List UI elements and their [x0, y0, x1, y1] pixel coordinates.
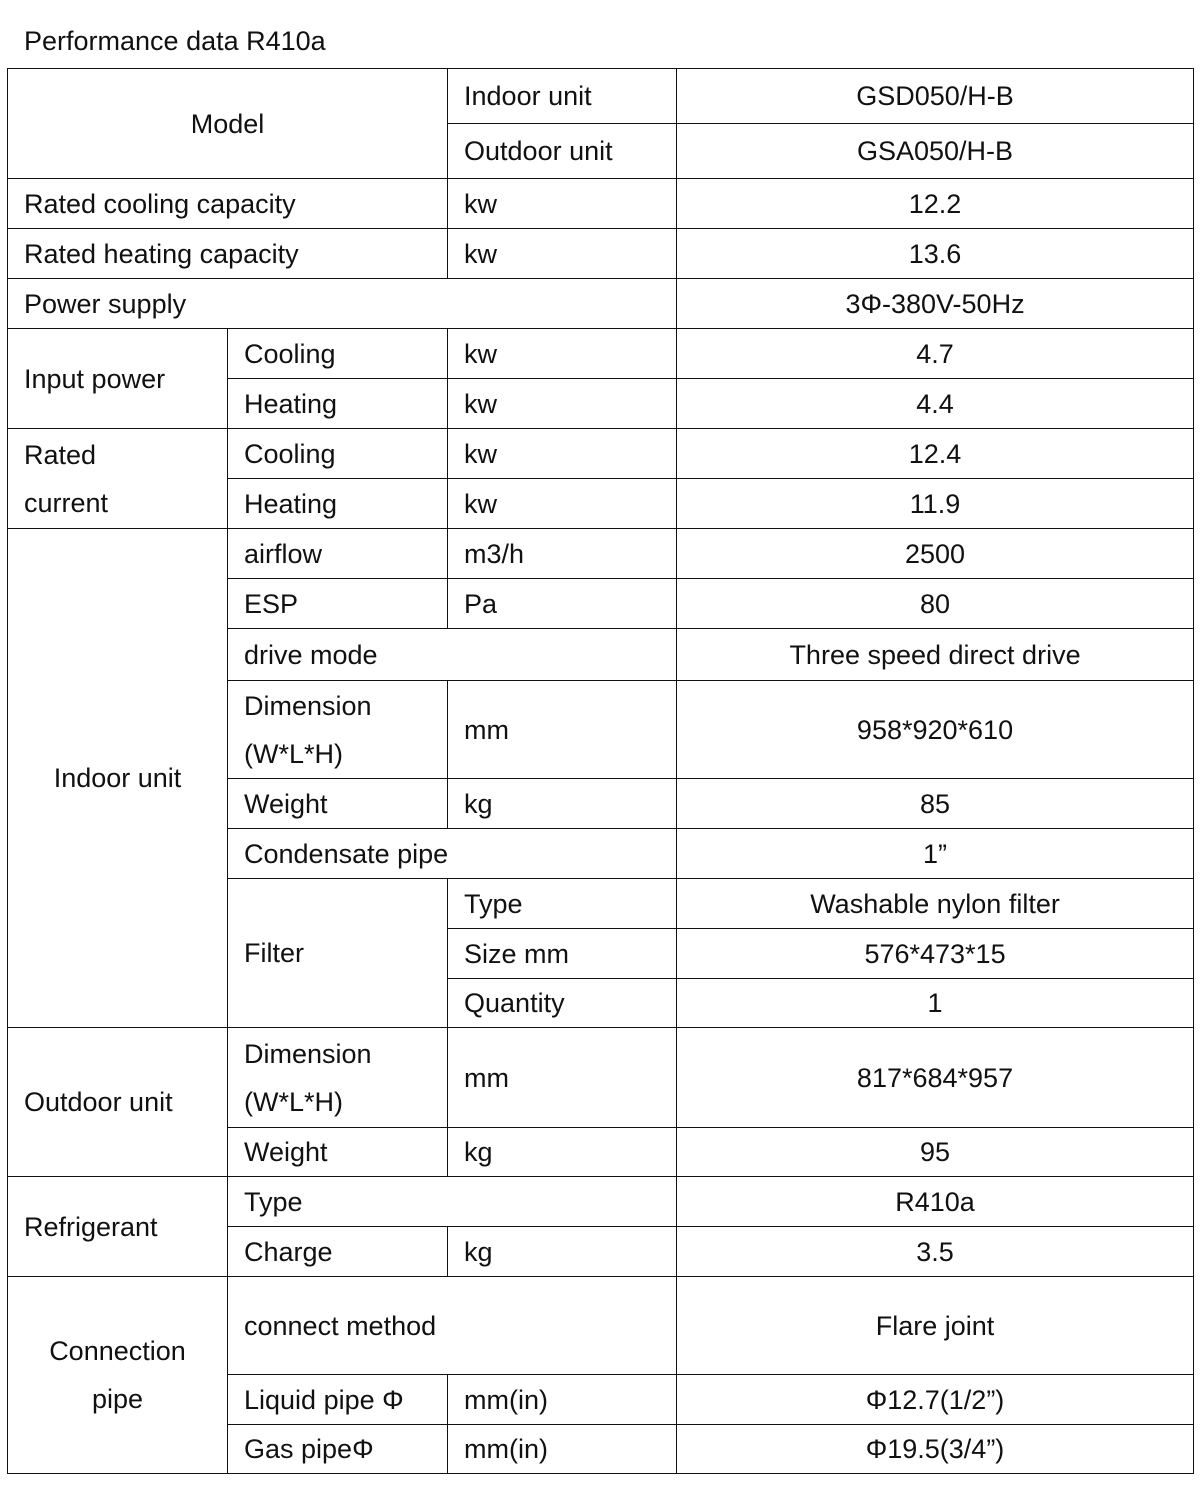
- table-row: Dimension (W*L*H) mm 958*920*610: [8, 680, 1195, 779]
- label-cell: Quantity: [447, 978, 678, 1028]
- table-row: Indoor unit airflow m3/h 2500: [7, 528, 1195, 1028]
- table-row: Input power Cooling kw 4.7: [7, 328, 1195, 429]
- table-row: Refrigerant Type R410a: [7, 1176, 1195, 1277]
- value-cell: 4.4: [676, 378, 1195, 429]
- group-cell: Outdoor unit: [7, 1027, 228, 1177]
- value-cell: R410a: [676, 1176, 1195, 1227]
- label-cell: ESP: [226, 578, 449, 629]
- group-cell: Filter: [226, 878, 449, 1028]
- value-cell: 1: [676, 978, 1195, 1028]
- label-cell: Heating: [226, 478, 449, 529]
- table-row: Condensate pipe 1”: [8, 828, 1195, 879]
- table-row: ESP Pa 80: [8, 578, 1195, 629]
- unit-cell: mm(in): [447, 1374, 678, 1425]
- table-row: Filter Type Washable nylon filter: [8, 878, 1195, 1028]
- value-cell: 1”: [676, 828, 1195, 879]
- value-cell: Washable nylon filter: [676, 878, 1195, 929]
- label-cell: Model: [6, 68, 449, 179]
- value-cell: 12.2: [676, 178, 1195, 229]
- unit-cell: kw: [447, 178, 678, 229]
- unit-cell: Pa: [447, 578, 678, 629]
- value-cell: 85: [676, 778, 1195, 829]
- label-cell: drive mode: [226, 628, 678, 681]
- value-cell: 3.5: [676, 1226, 1195, 1277]
- unit-cell: kg: [447, 778, 678, 829]
- table-row: Connection pipe connect method Flare joi…: [7, 1276, 1195, 1474]
- table-row: drive mode Three speed direct drive: [8, 628, 1195, 681]
- value-cell: 80: [676, 578, 1195, 629]
- value-cell: 817*684*957: [676, 1027, 1195, 1128]
- table-row: Rated cooling capacity kw 12.2: [6, 178, 1195, 229]
- value-cell: 4.7: [676, 328, 1195, 379]
- unit-cell: m3/h: [447, 528, 678, 579]
- value-cell: Three speed direct drive: [676, 628, 1195, 681]
- value-cell: 13.6: [676, 228, 1195, 279]
- label-cell: Heating: [226, 378, 449, 429]
- group-cell: Input power: [7, 328, 228, 429]
- label-cell: Rated heating capacity: [6, 228, 449, 279]
- value-cell: GSD050/H-B: [676, 68, 1195, 124]
- table-row: Model Indoor unit GSD050/H-B: [6, 68, 1195, 179]
- label-cell: Type: [447, 878, 678, 929]
- unit-cell: kw: [447, 328, 678, 379]
- table-row: Weight kg 95: [8, 1127, 1195, 1177]
- document-title: Performance data R410a: [24, 26, 326, 56]
- label-cell: airflow: [226, 528, 449, 579]
- unit-cell: kw: [447, 228, 678, 279]
- unit-cell: mm: [447, 680, 678, 779]
- unit-cell: kw: [447, 378, 678, 429]
- unit-cell: kg: [447, 1226, 678, 1277]
- label-cell: Cooling: [226, 328, 449, 379]
- group-cell: Rated current: [7, 428, 228, 529]
- table-row: Outdoor unit GSA050/H-B: [8, 123, 1195, 179]
- value-cell: GSA050/H-B: [676, 123, 1195, 179]
- label-cell: Weight: [226, 1127, 449, 1177]
- label-cell: Indoor unit: [447, 68, 678, 124]
- value-cell: 3Φ-380V-50Hz: [676, 278, 1195, 329]
- label-cell: connect method: [226, 1276, 678, 1375]
- value-cell: Flare joint: [676, 1276, 1195, 1375]
- label-cell: Rated cooling capacity: [6, 178, 449, 229]
- unit-cell: kg: [447, 1127, 678, 1177]
- label-cell: Dimension (W*L*H): [226, 680, 449, 779]
- group-cell: Connection pipe: [7, 1276, 228, 1474]
- label-cell: Condensate pipe: [226, 828, 678, 879]
- value-cell: Φ12.7(1/2”): [676, 1374, 1195, 1425]
- unit-cell: kw: [447, 428, 678, 479]
- value-cell: 576*473*15: [676, 928, 1195, 979]
- value-cell: 12.4: [676, 428, 1195, 479]
- value-cell: 2500: [676, 528, 1195, 579]
- label-cell: Charge: [226, 1226, 449, 1277]
- label-cell: Type: [226, 1176, 678, 1227]
- unit-cell: mm: [447, 1027, 678, 1128]
- label-cell: Liquid pipe Φ: [226, 1374, 449, 1425]
- table-row: Outdoor unit Dimension (W*L*H) mm 817*68…: [7, 1027, 1195, 1177]
- label-cell: Weight: [226, 778, 449, 829]
- value-cell: 958*920*610: [676, 680, 1195, 779]
- label-cell: Outdoor unit: [447, 123, 678, 179]
- label-cell: Size mm: [447, 928, 678, 979]
- table-row: Size mm 576*473*15: [8, 928, 1195, 979]
- table-row: Quantity 1: [8, 978, 1195, 1028]
- label-cell: Cooling: [226, 428, 449, 479]
- group-cell: Refrigerant: [7, 1176, 228, 1277]
- value-cell: 95: [676, 1127, 1195, 1177]
- table-row: Rated heating capacity kw 13.6: [6, 228, 1195, 279]
- table-row: Liquid pipe Φ mm(in) Φ12.7(1/2”): [8, 1374, 1195, 1425]
- table-row: Rated current Cooling kw 12.4: [7, 428, 1195, 529]
- performance-table: Model Indoor unit GSD050/H-B Outdoor uni…: [6, 68, 1195, 1474]
- table-row: Charge kg 3.5: [8, 1226, 1195, 1277]
- unit-cell: mm(in): [447, 1424, 678, 1474]
- value-cell: Φ19.5(3/4”): [676, 1424, 1195, 1474]
- label-cell: Power supply: [6, 278, 678, 329]
- label-cell: Dimension (W*L*H): [226, 1027, 449, 1128]
- group-cell: Indoor unit: [7, 528, 228, 1028]
- unit-cell: kw: [447, 478, 678, 529]
- label-cell: Gas pipeΦ: [226, 1424, 449, 1474]
- value-cell: 11.9: [676, 478, 1195, 529]
- table-row: Weight kg 85: [8, 778, 1195, 829]
- table-row: Gas pipeΦ mm(in) Φ19.5(3/4”): [8, 1424, 1195, 1474]
- table-row: Power supply 3Φ-380V-50Hz: [6, 278, 1195, 329]
